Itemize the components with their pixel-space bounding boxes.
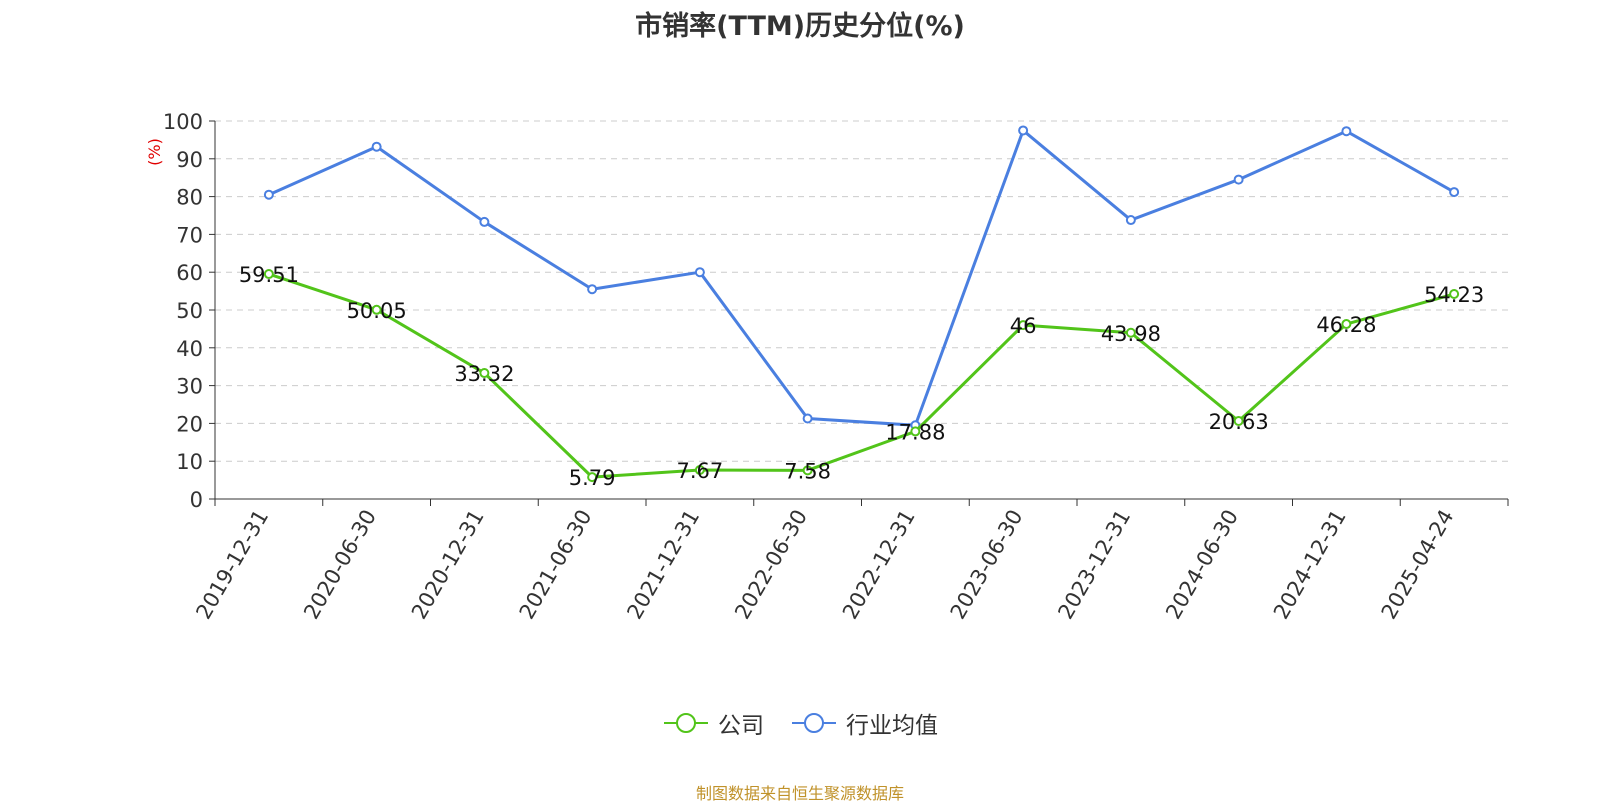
x-tick-label: 2019-12-31 xyxy=(191,506,273,624)
x-tick-label: 2024-06-30 xyxy=(1161,506,1243,624)
data-point xyxy=(479,368,490,379)
data-point xyxy=(587,472,598,483)
data-point xyxy=(1449,289,1460,300)
series-line xyxy=(268,272,1455,479)
legend-industry-line-icon xyxy=(792,713,836,733)
data-point xyxy=(1449,187,1460,198)
data-label: 46 xyxy=(1010,314,1037,338)
series-line xyxy=(268,128,1455,427)
y-tick-label: 60 xyxy=(176,261,203,285)
data-point xyxy=(587,284,598,295)
data-point xyxy=(1125,327,1136,338)
data-point xyxy=(1341,126,1352,137)
legend-label-company: 公司 xyxy=(718,713,764,739)
axes: 0 10 20 30 40 50 60 70 80 90 100 2019-12-31 2020-06-… xyxy=(163,110,1509,624)
series-layer: 59.51 50.05 33.32 5.79 7.67 7.58 17.88 46 43.98 2… xyxy=(239,125,1484,490)
legend-item-company[interactable]: 公司 xyxy=(662,706,764,740)
data-point xyxy=(1125,215,1136,226)
line-chart: 0 10 20 30 40 50 60 70 80 90 100 2019-12-31 2020-06-… xyxy=(145,110,1509,624)
data-point xyxy=(694,267,705,278)
data-point xyxy=(910,426,921,437)
y-tick-label: 80 xyxy=(176,186,203,210)
data-label: 59.51 xyxy=(239,263,299,287)
x-tick-label: 2021-06-30 xyxy=(515,506,597,624)
x-tick-label: 2020-12-31 xyxy=(407,506,489,624)
data-point xyxy=(1341,319,1352,330)
data-label: 7.58 xyxy=(784,459,831,483)
data-label: 7.67 xyxy=(676,459,723,483)
y-tick-label: 50 xyxy=(176,299,203,323)
x-tick-label: 2023-12-31 xyxy=(1053,506,1135,624)
legend-label-industry-avg: 行业均值 xyxy=(846,713,938,739)
x-tick-label: 2022-12-31 xyxy=(838,506,920,624)
data-point xyxy=(263,269,274,280)
data-label: 54.23 xyxy=(1424,283,1484,307)
x-tick-label: 2025-04-24 xyxy=(1377,506,1459,624)
x-tick-label: 2022-06-30 xyxy=(730,506,812,624)
data-label: 5.79 xyxy=(569,466,616,490)
y-tick-label: 20 xyxy=(176,412,203,436)
y-tick-label: 90 xyxy=(176,148,203,172)
y-tick-label: 40 xyxy=(176,337,203,361)
legend-company-line-icon xyxy=(664,713,708,733)
legend-item-industry-avg[interactable]: 行业均值 xyxy=(790,706,938,740)
data-point xyxy=(1018,125,1029,136)
data-label: 43.98 xyxy=(1101,322,1161,346)
data-label: 20.63 xyxy=(1209,410,1269,434)
data-point xyxy=(371,304,382,315)
y-tick-label: 30 xyxy=(176,375,203,399)
y-axis-label: (%) xyxy=(145,138,164,166)
x-tick-label: 2021-12-31 xyxy=(622,506,704,624)
data-point xyxy=(479,216,490,227)
data-point xyxy=(694,465,705,476)
data-label: 17.88 xyxy=(885,420,945,444)
data-point xyxy=(1018,320,1029,331)
data-point xyxy=(371,141,382,152)
y-tick-label: 0 xyxy=(190,488,203,512)
data-label: 46.28 xyxy=(1316,313,1376,337)
x-tick-label: 2023-06-30 xyxy=(946,506,1028,624)
x-tick-label: 2020-06-30 xyxy=(299,506,381,624)
grid-lines xyxy=(215,120,1508,462)
data-label: 33.32 xyxy=(454,362,514,386)
source-note: 制图数据来自恒生聚源数据库 xyxy=(695,784,904,803)
y-tick-label: 70 xyxy=(176,223,203,247)
x-tick-label: 2024-12-31 xyxy=(1269,506,1351,624)
y-tick-label: 10 xyxy=(176,450,203,474)
data-point xyxy=(263,189,274,200)
chart-title: 市销率(TTM)历史分位(%) xyxy=(635,11,965,42)
y-tick-label: 100 xyxy=(163,110,203,134)
data-point xyxy=(1233,174,1244,185)
legend: 公司 行业均值 xyxy=(0,706,1600,740)
data-point xyxy=(1233,416,1244,427)
data-point xyxy=(802,465,813,476)
data-label: 50.05 xyxy=(347,299,407,323)
data-point xyxy=(802,413,813,424)
